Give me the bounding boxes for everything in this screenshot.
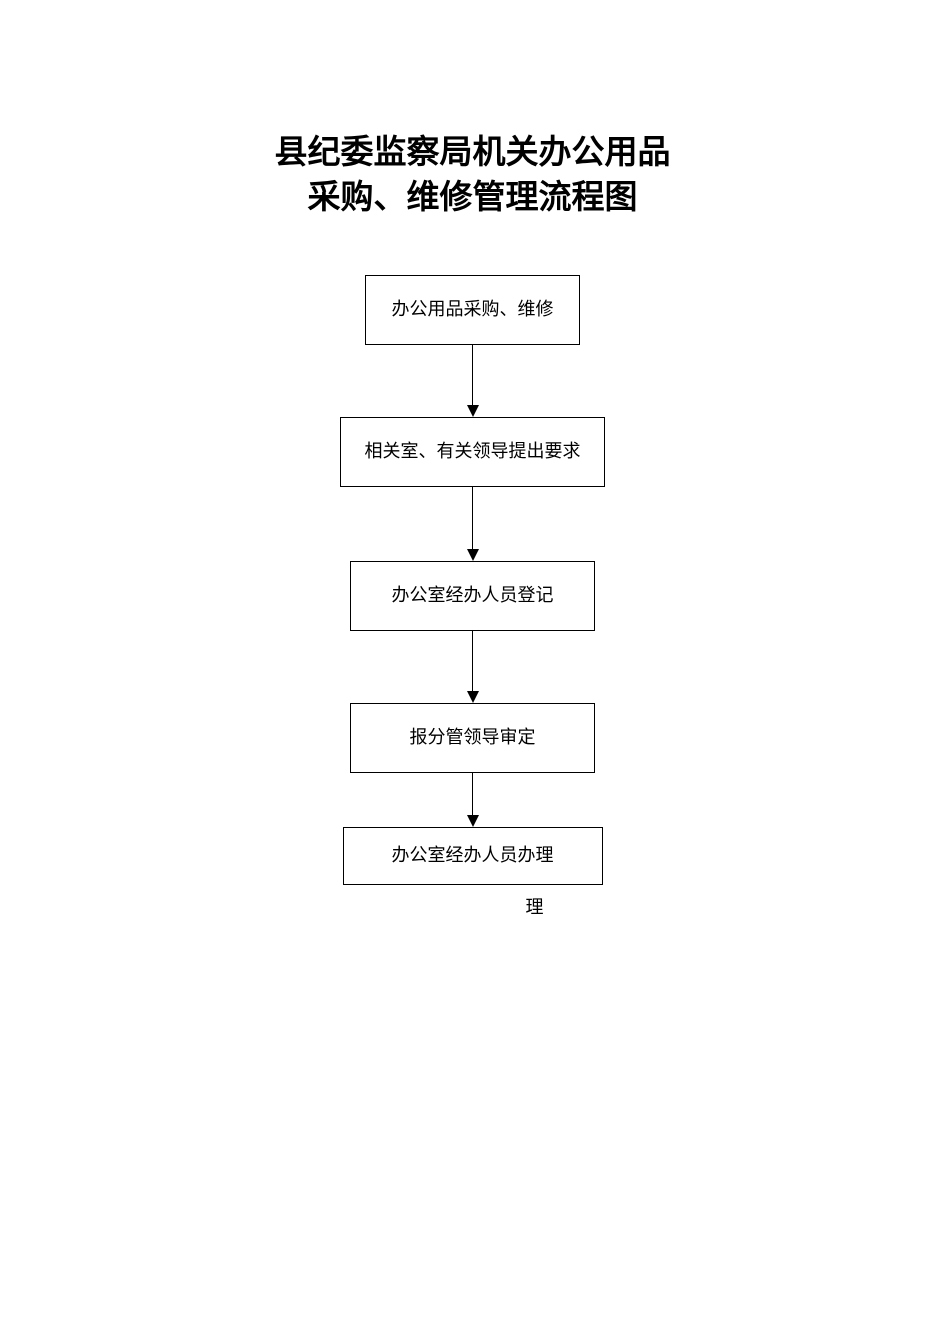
- page-title: 县纪委监察局机关办公用品 采购、维修管理流程图: [275, 130, 671, 219]
- arrow-head-icon: [467, 691, 479, 703]
- flow-arrow-1: [467, 345, 479, 417]
- flow-arrow-2: [467, 487, 479, 561]
- flow-node-5: 办公室经办人员办理: [343, 827, 603, 885]
- arrow-head-icon: [467, 549, 479, 561]
- arrow-head-icon: [467, 815, 479, 827]
- flowchart: 办公用品采购、维修 相关室、有关领导提出要求 办公室经办人员登记 报分管领导审定…: [0, 275, 945, 919]
- flow-node-2: 相关室、有关领导提出要求: [340, 417, 605, 487]
- flow-node-3: 办公室经办人员登记: [350, 561, 595, 631]
- flow-arrow-4: [467, 773, 479, 827]
- flow-node-1: 办公用品采购、维修: [365, 275, 580, 345]
- flow-node-4: 报分管领导审定: [350, 703, 595, 773]
- extra-text: 理: [526, 893, 544, 919]
- arrow-head-icon: [467, 405, 479, 417]
- flow-arrow-3: [467, 631, 479, 703]
- title-line-2: 采购、维修管理流程图: [275, 175, 671, 220]
- title-line-1: 县纪委监察局机关办公用品: [275, 130, 671, 175]
